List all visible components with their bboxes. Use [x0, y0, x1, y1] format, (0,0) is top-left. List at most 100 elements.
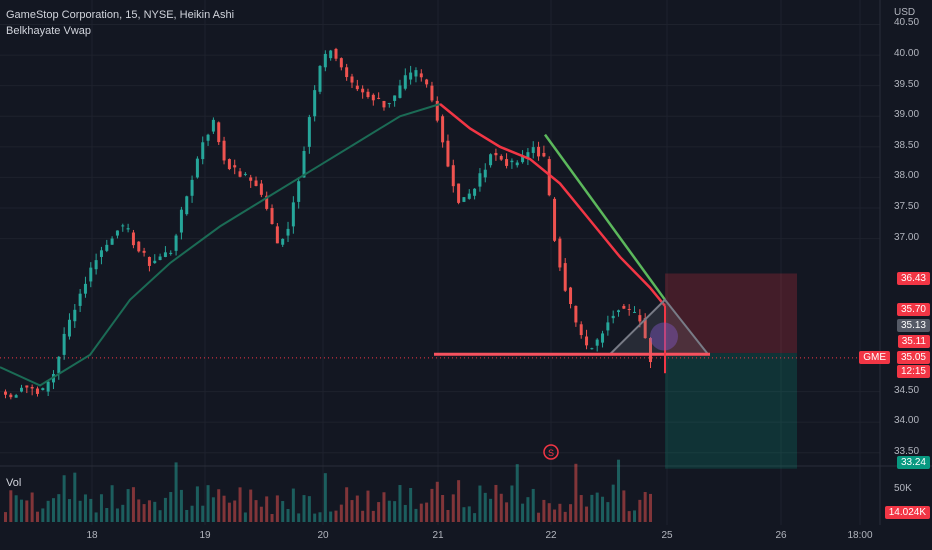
candle — [121, 225, 125, 227]
volume-bar — [505, 502, 509, 522]
volume-bar — [590, 494, 594, 522]
volume-bar — [627, 511, 631, 522]
volume-bar — [35, 511, 39, 522]
candle — [350, 76, 354, 83]
candle — [4, 391, 7, 395]
symbol-tag: GME — [859, 351, 890, 364]
volume-bar — [41, 508, 45, 522]
candle — [57, 356, 61, 374]
candle — [233, 165, 237, 168]
candle — [382, 100, 386, 108]
candle — [46, 381, 50, 392]
candle — [339, 58, 343, 68]
dividend-icon — [543, 444, 559, 460]
candle — [590, 348, 594, 350]
candle — [110, 238, 114, 245]
y-tick-label: 39.00 — [894, 109, 920, 121]
candle — [563, 263, 567, 291]
y-tick-label: 33.50 — [894, 445, 920, 457]
volume-bar — [83, 494, 87, 522]
candle — [398, 85, 402, 98]
x-tick-label: 22 — [545, 530, 557, 541]
volume-bar — [574, 463, 578, 522]
volume-bar — [291, 488, 295, 522]
t2-tag: 35.11 — [897, 335, 930, 348]
candle — [115, 230, 119, 236]
y-tick-label: 39.50 — [894, 78, 920, 90]
volume-bar — [499, 493, 503, 522]
volume-bar — [190, 505, 194, 522]
candle — [558, 238, 562, 268]
volume-bar — [569, 504, 573, 522]
candle — [425, 79, 429, 85]
candle — [89, 267, 93, 282]
candle — [318, 65, 322, 92]
volume-bar — [419, 503, 423, 522]
volume-bar — [147, 500, 151, 522]
volume-bar — [281, 501, 285, 522]
volume-bar — [382, 492, 386, 522]
candle — [473, 188, 477, 196]
x-tick-label: 26 — [775, 530, 787, 541]
candle — [254, 180, 258, 186]
volume-bar — [403, 504, 407, 522]
y-tick-label: 38.00 — [894, 170, 920, 182]
highlight-circle — [650, 322, 678, 351]
volume-bar — [355, 495, 359, 522]
target-tag: 33.24 — [896, 456, 930, 469]
volume-bar — [206, 485, 210, 522]
y-tick-label: 40.00 — [894, 48, 920, 60]
volume-bar — [387, 500, 391, 522]
volume-bar — [238, 487, 242, 522]
volume-bar — [489, 498, 493, 522]
volume-bar — [339, 504, 343, 522]
volume-bar — [366, 490, 370, 522]
volume-bar — [137, 499, 141, 522]
candle — [355, 85, 359, 90]
candle — [297, 181, 301, 202]
volume-axis-tick: 50K — [894, 483, 912, 494]
volume-bar — [622, 490, 626, 522]
volume-bar — [467, 506, 471, 522]
y-tick-label: 40.50 — [894, 17, 920, 29]
candle — [494, 152, 498, 156]
volume-bar — [334, 510, 338, 522]
volume-bar — [259, 506, 263, 522]
volume-bar — [275, 495, 279, 522]
candle — [515, 162, 519, 166]
volume-bar — [30, 492, 34, 522]
candle — [377, 97, 381, 99]
volume-bar — [217, 489, 221, 522]
candle — [169, 252, 173, 254]
volume-bar — [633, 510, 637, 522]
y-tick-label: 34.50 — [894, 384, 920, 396]
candle — [483, 169, 487, 178]
volume-bar — [286, 508, 290, 522]
candle — [643, 318, 647, 339]
candle — [329, 50, 333, 59]
volume-bar — [57, 494, 61, 522]
volume-bar — [302, 495, 306, 522]
candle — [243, 173, 247, 175]
volume-bar — [430, 488, 434, 522]
volume-bar — [473, 513, 477, 522]
volume-bar — [446, 509, 450, 522]
volume-bar — [435, 481, 439, 522]
candle — [270, 208, 274, 225]
volume-bar — [345, 487, 349, 522]
x-tick-label: 18:00 — [847, 530, 873, 541]
candle — [206, 134, 210, 141]
volume-bar — [398, 485, 402, 522]
candle — [601, 333, 605, 343]
volume-bar — [643, 492, 647, 522]
volume-bar — [185, 509, 189, 522]
volume-bar — [9, 490, 13, 522]
candle — [323, 53, 327, 68]
x-tick-label: 18 — [86, 530, 98, 541]
candle — [259, 183, 263, 195]
volume-bar — [142, 504, 146, 522]
volume-bar — [78, 500, 82, 522]
candle — [174, 235, 178, 251]
volume-bar — [201, 505, 205, 522]
